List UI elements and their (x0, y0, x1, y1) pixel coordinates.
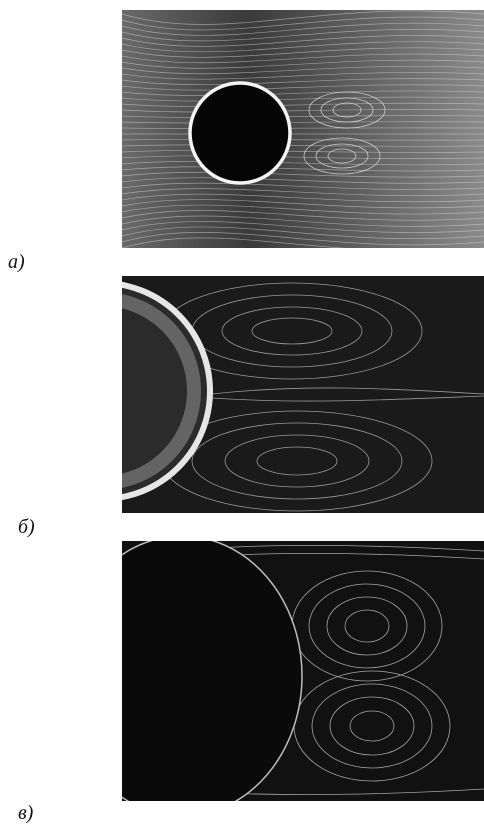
streamline (122, 84, 484, 91)
streamline (122, 59, 484, 69)
streamline (122, 204, 484, 215)
streamline (122, 65, 484, 75)
streamline (122, 10, 484, 25)
streamline (122, 96, 484, 102)
streamline (122, 215, 484, 227)
streamline (122, 177, 484, 184)
streamline (122, 28, 484, 42)
streamline (122, 188, 484, 196)
caption-b: б) (18, 516, 35, 538)
streamline (122, 210, 484, 221)
streamline (122, 35, 484, 47)
streamline (122, 193, 484, 203)
streamline (122, 182, 484, 190)
streamline (122, 47, 484, 58)
streamline (122, 232, 484, 246)
streamline (122, 226, 484, 240)
flow-photo-a (122, 10, 484, 248)
flow-photo-b (122, 276, 484, 513)
streamline (122, 16, 484, 31)
streamline (122, 22, 484, 36)
streamline (122, 171, 484, 178)
cylinder-c (122, 541, 303, 801)
caption-c: в) (18, 802, 34, 824)
streamline (122, 72, 484, 80)
streamline (122, 166, 484, 172)
streamline (122, 199, 484, 209)
streamline (122, 221, 484, 233)
cylinder-b (122, 281, 213, 501)
flow-photo-c (122, 541, 484, 801)
caption-a: a) (8, 251, 25, 273)
streamline (122, 237, 484, 248)
streamline (122, 53, 484, 64)
streamline (122, 90, 484, 96)
streamline (122, 78, 484, 86)
streamline (122, 41, 484, 53)
cylinder-a (188, 81, 292, 185)
